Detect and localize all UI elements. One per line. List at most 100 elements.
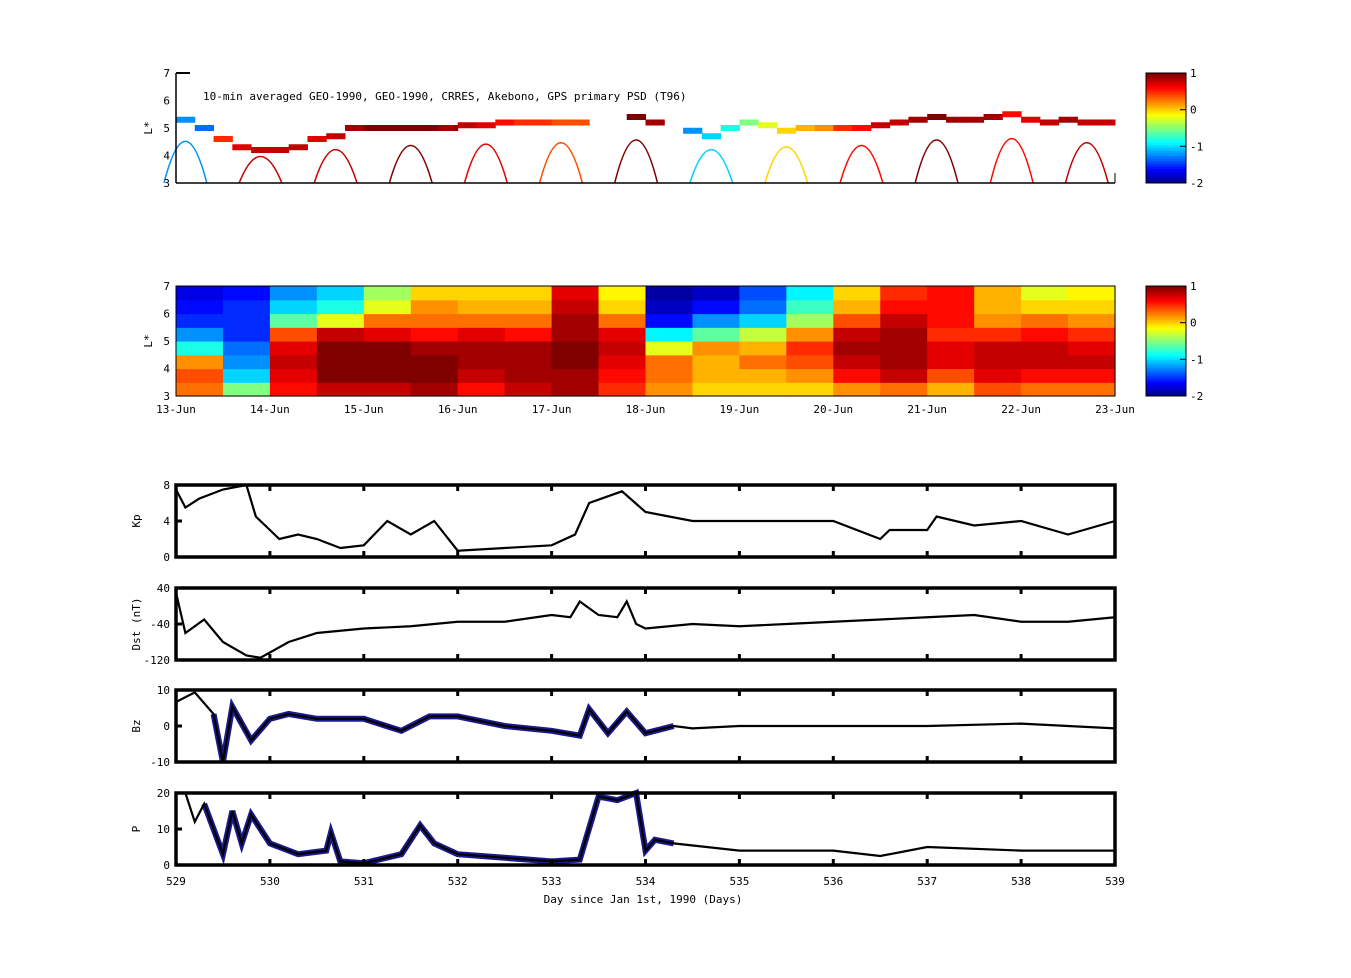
orbit-psd-cell xyxy=(814,125,834,131)
colorbar-cell xyxy=(1146,334,1186,337)
orbit-psd-cell xyxy=(626,114,646,120)
colorbar-cell xyxy=(1146,147,1186,150)
psd-cell xyxy=(363,354,412,370)
psd-cell xyxy=(504,368,553,383)
orbit-pass-arc xyxy=(1064,142,1109,184)
psd-cell xyxy=(739,368,787,383)
x-tick-label: 13-Jun xyxy=(156,403,196,416)
psd-cell xyxy=(363,341,412,356)
orbit-psd-cell xyxy=(176,116,196,123)
colorbar-cell xyxy=(1146,111,1186,114)
psd-cell xyxy=(739,354,787,370)
y-tick-label: 5 xyxy=(163,335,170,348)
colorbar-tick-label: 0 xyxy=(1190,104,1197,117)
psd-cell xyxy=(645,299,694,315)
y-tick-label: 10 xyxy=(157,684,170,697)
colorbar-cell xyxy=(1146,143,1186,146)
psd-cell xyxy=(1021,368,1069,383)
psd-cell xyxy=(551,327,600,342)
orbit-psd-cell xyxy=(382,125,402,131)
colorbar-cell xyxy=(1146,137,1186,140)
colorbar-cell xyxy=(1146,380,1186,383)
psd-cell xyxy=(410,341,459,356)
colorbar-tick-label: -1 xyxy=(1190,140,1203,153)
psd-cell xyxy=(269,382,318,397)
orbit-psd-cell xyxy=(908,116,928,123)
orbit-psd-cell xyxy=(345,125,365,131)
psd-cell xyxy=(504,341,553,356)
psd-cell xyxy=(551,286,600,301)
psd-cell xyxy=(692,299,740,315)
orbit-psd-cell xyxy=(720,125,740,131)
psd-cell xyxy=(598,286,647,301)
x-tick-label: 533 xyxy=(542,875,562,888)
psd-cell xyxy=(316,286,365,301)
psd-cell xyxy=(927,382,975,397)
colorbar-cell xyxy=(1146,324,1186,327)
colorbar-cell xyxy=(1146,316,1186,319)
colorbar-cell xyxy=(1146,101,1186,104)
orbit-psd-cell xyxy=(438,125,459,131)
psd-cell xyxy=(598,327,647,342)
colorbar-cell xyxy=(1146,161,1186,164)
psd-cell xyxy=(927,299,975,315)
orbit-psd-cell xyxy=(232,144,252,151)
psd-cell xyxy=(1068,354,1116,370)
orbit-pass-arc xyxy=(163,140,208,184)
psd-cell xyxy=(176,299,224,315)
psd-cell xyxy=(1021,354,1069,370)
colorbar-cell xyxy=(1146,81,1186,84)
psd-cell xyxy=(598,299,647,315)
y-tick-label: 5 xyxy=(163,122,170,135)
psd-cell xyxy=(786,313,834,328)
colorbar-cell xyxy=(1146,374,1186,377)
psd-cell xyxy=(786,354,834,370)
colorbar-cell xyxy=(1146,344,1186,347)
x-tick-label: 17-Jun xyxy=(532,403,572,416)
psd-cell xyxy=(316,368,365,383)
psd-cell xyxy=(927,341,975,356)
psd-cell xyxy=(692,313,740,328)
psd-cell xyxy=(504,327,553,342)
plot-frame xyxy=(174,688,1117,764)
psd-cell xyxy=(222,341,271,356)
x-tick-label: 535 xyxy=(729,875,749,888)
psd-cell xyxy=(222,382,271,397)
psd-cell xyxy=(551,368,600,383)
psd-cell xyxy=(692,341,740,356)
colorbar-cell xyxy=(1146,169,1186,172)
orbit-psd-cell xyxy=(495,119,515,126)
y-tick-label: -10 xyxy=(150,756,170,769)
psd-cell xyxy=(1068,327,1116,342)
psd-cell xyxy=(1021,341,1069,356)
orbit-psd-cell xyxy=(1077,119,1097,126)
psd-cell xyxy=(833,341,881,356)
psd-cell xyxy=(363,313,412,328)
psd-cell xyxy=(363,368,412,383)
y-tick-label: 6 xyxy=(163,95,170,108)
orbit-pass-arc xyxy=(388,145,433,184)
colorbar-cell xyxy=(1146,115,1186,118)
colorbar-cell xyxy=(1146,175,1186,178)
x-tick-label: 539 xyxy=(1105,875,1125,888)
psd-cell xyxy=(410,354,459,370)
psd-cell xyxy=(833,299,881,315)
colorbar-cell xyxy=(1146,97,1186,100)
psd-cell xyxy=(880,313,928,328)
colorbar-cell xyxy=(1146,370,1186,373)
orbit-psd-cell xyxy=(1058,116,1078,123)
psd-cell xyxy=(692,382,740,397)
y-tick-label: 6 xyxy=(163,308,170,321)
colorbar-cell xyxy=(1146,131,1186,134)
psd-cell xyxy=(222,286,271,301)
orbit-pass-arc xyxy=(989,137,1034,184)
colorbar-cell xyxy=(1146,378,1186,381)
colorbar-cell xyxy=(1146,386,1186,389)
y-axis-label: P xyxy=(130,825,143,832)
y-tick-label: 0 xyxy=(163,551,170,564)
orbit-psd-cell xyxy=(269,147,290,153)
psd-cell xyxy=(551,299,600,315)
psd-cell xyxy=(786,327,834,342)
psd-cell xyxy=(645,354,694,370)
